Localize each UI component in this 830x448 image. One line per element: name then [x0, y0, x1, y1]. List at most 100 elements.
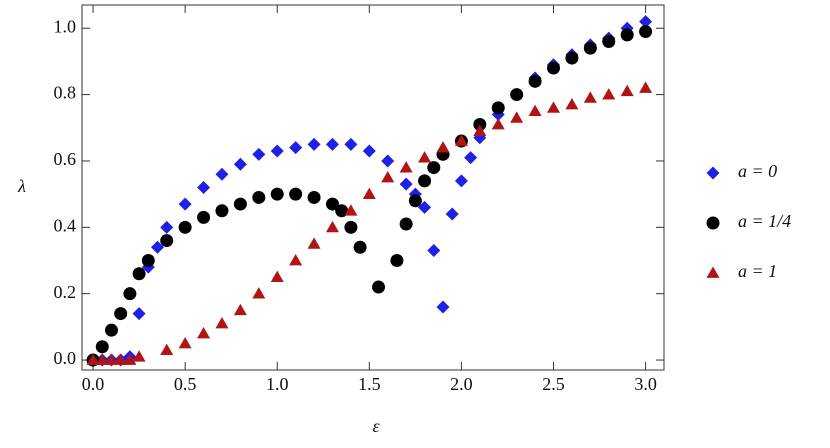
- triangle-point: [132, 350, 146, 362]
- triangle-point: [307, 237, 321, 249]
- triangle-point: [528, 104, 542, 117]
- circle-point: [104, 323, 118, 337]
- diamond-point: [464, 151, 478, 165]
- legend-label: a = 1: [738, 261, 777, 281]
- circle-point: [114, 307, 128, 321]
- triangle-point: [270, 270, 284, 282]
- circle-point: [307, 190, 321, 204]
- circle-point: [335, 204, 349, 218]
- diamond-point: [454, 174, 468, 188]
- circle-point: [95, 340, 109, 354]
- diamond-point: [418, 200, 432, 214]
- triangle-point: [639, 81, 653, 93]
- diamond-point: [344, 137, 358, 151]
- diamond-point: [427, 244, 441, 258]
- triangle-point: [95, 353, 109, 365]
- circle-point: [325, 197, 339, 211]
- circle-point: [620, 28, 634, 42]
- triangle-point: [565, 98, 579, 110]
- triangle-point: [620, 84, 634, 97]
- triangle-point: [114, 353, 128, 365]
- circle-point: [546, 61, 560, 75]
- x-tick-label: 2.0: [450, 374, 473, 394]
- plot-frame: [81, 4, 665, 371]
- x-axis-label: ε: [372, 416, 380, 436]
- triangle-point: [362, 187, 376, 200]
- triangle-point: [473, 124, 487, 136]
- circle-point: [408, 194, 422, 208]
- triangle-point: [706, 266, 720, 278]
- diamond-point: [307, 137, 321, 151]
- diamond-point: [639, 15, 653, 29]
- circle-point: [583, 41, 597, 55]
- triangle-point: [252, 287, 266, 299]
- diamond-point: [151, 240, 165, 254]
- circle-point: [565, 51, 579, 65]
- circle-point: [233, 197, 247, 211]
- x-tick-label: 1.5: [358, 374, 381, 394]
- diamond-point: [381, 154, 395, 168]
- circle-point: [602, 35, 616, 48]
- triangle-point: [325, 220, 339, 233]
- legend-label: a = 0: [738, 161, 777, 181]
- diamond-point: [132, 307, 146, 321]
- triangle-point: [454, 134, 468, 146]
- triangle-point: [215, 317, 229, 329]
- triangle-point: [344, 204, 358, 216]
- circle-point: [491, 101, 505, 115]
- x-tick-label: 0.0: [82, 374, 105, 394]
- triangle-point: [123, 353, 137, 365]
- triangle-point: [583, 91, 597, 103]
- circle-point: [639, 25, 653, 39]
- triangle-point: [602, 88, 616, 100]
- y-tick-label: 0.2: [54, 282, 77, 302]
- triangle-point: [418, 151, 432, 163]
- diamond-point: [215, 167, 229, 181]
- circle-point: [399, 217, 413, 231]
- circle-point: [427, 161, 441, 175]
- triangle-point: [546, 101, 560, 113]
- circle-point: [160, 234, 174, 248]
- y-tick-label: 0.0: [54, 348, 77, 368]
- triangle-point: [86, 353, 100, 365]
- y-tick-label: 1.0: [54, 16, 77, 36]
- diamond-point: [362, 144, 376, 158]
- circle-point: [372, 280, 386, 294]
- circle-point: [270, 187, 284, 201]
- circle-point: [344, 220, 358, 234]
- triangle-point: [436, 141, 450, 153]
- x-tick-label: 3.0: [634, 374, 657, 394]
- y-tick-label: 0.6: [54, 149, 77, 169]
- circle-point: [141, 254, 155, 267]
- circle-point: [197, 210, 211, 224]
- diamond-point: [706, 166, 720, 180]
- circle-point: [178, 220, 192, 234]
- diamond-point: [270, 144, 284, 158]
- diamond-point: [197, 181, 211, 194]
- x-tick-label: 1.0: [266, 374, 289, 394]
- triangle-point: [160, 343, 174, 355]
- circle-point: [289, 187, 303, 201]
- circle-point: [123, 287, 137, 301]
- x-tick-label: 2.5: [542, 374, 565, 394]
- diamond-point: [289, 141, 303, 155]
- circle-point: [510, 88, 524, 102]
- circle-point: [252, 190, 266, 204]
- triangle-point: [289, 254, 303, 266]
- circle-point: [528, 74, 542, 88]
- diamond-point: [178, 197, 192, 211]
- diamond-point: [160, 220, 174, 234]
- circle-point: [353, 240, 367, 254]
- diamond-point: [445, 207, 459, 221]
- diamond-point: [233, 157, 247, 171]
- circle-point: [132, 267, 146, 281]
- y-tick-label: 0.4: [54, 215, 77, 235]
- triangle-point: [104, 353, 118, 365]
- triangle-point: [491, 117, 505, 130]
- triangle-point: [197, 327, 211, 339]
- triangle-point: [399, 161, 413, 173]
- diamond-point: [325, 137, 339, 151]
- triangle-point: [510, 111, 524, 123]
